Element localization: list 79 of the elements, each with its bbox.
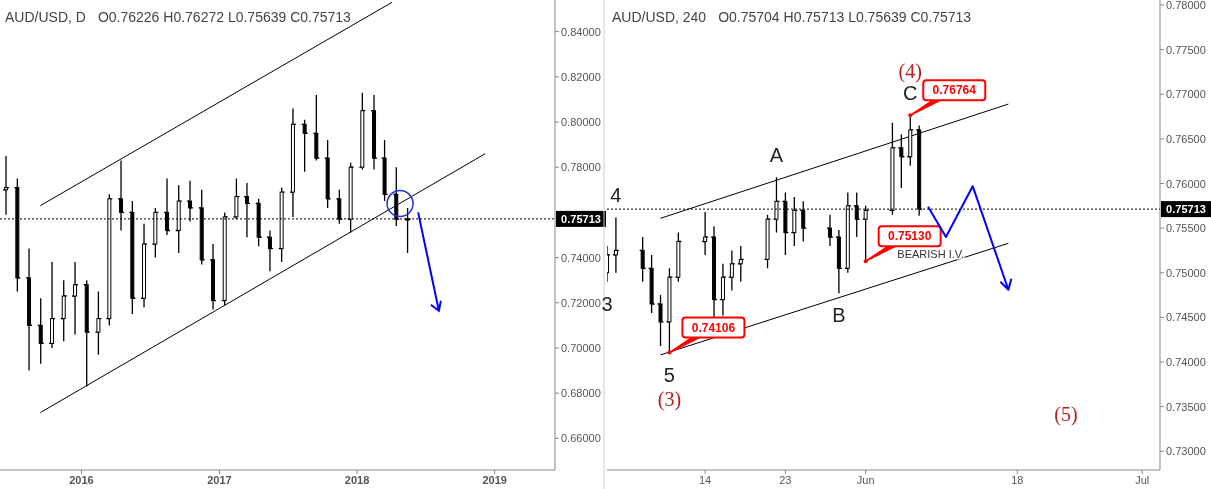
y-tick-label: 0.66000 — [561, 432, 601, 445]
candlestick — [729, 249, 734, 292]
x-tick-label: 2018 — [344, 474, 370, 486]
y-tick-label: 0.75500 — [1166, 222, 1206, 235]
y-tick-label: 0.77500 — [1166, 43, 1206, 56]
annotation: O0.76226 H0.76272 L0.75639 C0.75713 — [97, 9, 352, 25]
candlestick — [325, 139, 330, 209]
x-tick-label: 23 — [779, 474, 792, 486]
annotation: BEARISH I.V. — [897, 247, 965, 260]
candlestick — [836, 229, 841, 294]
candlestick — [676, 231, 681, 283]
x-tick-label: Jun — [856, 474, 875, 486]
candlestick — [38, 297, 43, 365]
candlestick — [827, 214, 832, 247]
y-tick-label: 0.68000 — [561, 387, 601, 400]
y-tick-label: 0.76000 — [1166, 177, 1206, 190]
annotation: 0.76764 — [932, 83, 977, 98]
annotation: A — [769, 144, 784, 167]
x-tick-label: 2016 — [69, 474, 94, 486]
y-tick-label: 0.74500 — [1166, 311, 1206, 324]
candlestick — [720, 263, 725, 317]
candlestick — [267, 229, 272, 272]
annotation: 4 — [610, 184, 622, 207]
y-tick-label: 0.75000 — [1166, 266, 1206, 279]
candlestick — [96, 290, 101, 356]
candlestick — [61, 279, 66, 342]
annotation: 0.74106 — [691, 320, 736, 335]
candlestick — [142, 223, 147, 308]
ref-line-label: 0.75713 — [1166, 203, 1206, 216]
candlestick — [899, 133, 904, 189]
y-tick-label: 0.72000 — [561, 296, 601, 309]
candlestick — [73, 261, 78, 336]
candlestick — [302, 119, 307, 173]
candlestick — [658, 294, 663, 347]
candlestick — [211, 243, 216, 311]
candlestick — [382, 139, 387, 202]
annotation: O0.75704 H0.75713 L0.75639 C0.75713 — [718, 9, 972, 25]
candlestick — [765, 214, 770, 269]
x-tick-label: Jul — [1135, 474, 1150, 486]
candlestick — [738, 245, 743, 283]
y-tick-label: 0.74000 — [561, 251, 601, 264]
x-tick-label: 18 — [1011, 474, 1024, 486]
y-tick-label: 0.74000 — [1166, 356, 1206, 369]
y-tick-label: 0.80000 — [561, 116, 601, 129]
y-tick-label: 0.84000 — [561, 25, 601, 38]
candlestick — [84, 279, 89, 388]
candlestick — [613, 216, 618, 274]
candlestick — [649, 254, 654, 314]
y-tick-label: 0.73000 — [1166, 445, 1206, 458]
candlestick — [360, 91, 365, 171]
y-tick-label: 0.77000 — [1166, 88, 1206, 101]
y-tick-label: 0.70000 — [561, 341, 601, 354]
annotation: C — [903, 82, 918, 105]
y-tick-label: 0.78000 — [1166, 0, 1206, 11]
y-tick-label: 0.76500 — [1166, 132, 1206, 145]
annotation: 5 — [663, 363, 675, 386]
candlestick — [314, 94, 319, 162]
annotation: 0.75130 — [887, 229, 932, 244]
candlestick — [703, 211, 708, 256]
candlestick — [50, 261, 55, 349]
text: AUD/USD, D — [5, 9, 86, 25]
x-tick-label: 2017 — [207, 474, 232, 486]
ref-line-label: 0.75713 — [561, 212, 601, 225]
text: AUD/USD, 240 — [612, 9, 707, 25]
candlestick — [640, 236, 645, 283]
y-tick-label: 0.73500 — [1166, 400, 1206, 413]
annotation: B — [832, 304, 846, 327]
candlestick — [712, 225, 717, 319]
y-tick-label: 0.82000 — [561, 70, 601, 83]
annotation: (5) — [1054, 402, 1078, 426]
candlestick — [4, 155, 9, 216]
x-tick-label: 2019 — [482, 474, 507, 486]
y-tick-label: 0.78000 — [561, 161, 601, 174]
x-tick-label: 14 — [698, 474, 712, 486]
annotation: (3) — [657, 387, 682, 411]
annotation: 3 — [601, 292, 613, 315]
candlestick — [27, 247, 32, 372]
annotation: (4) — [898, 60, 922, 84]
candlestick — [372, 94, 377, 171]
